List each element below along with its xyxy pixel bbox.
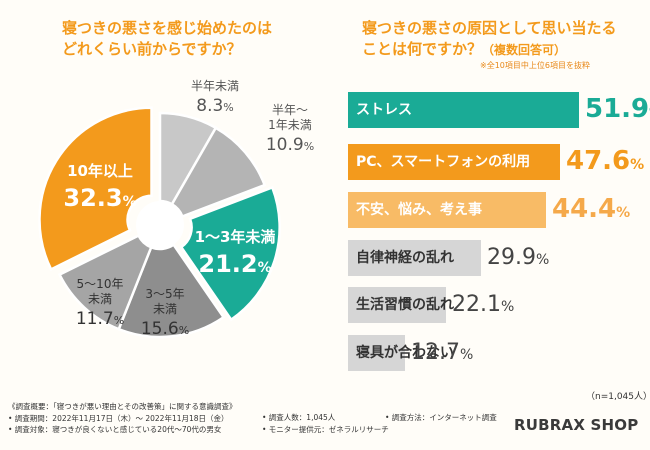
survey-period: • 調査期間：2022年11月17日（木）〜 2022年11月18日（金） [8, 413, 229, 423]
survey-count: • 調査人数：1,045人 [262, 413, 336, 422]
pie-label-name: 1〜3年未満 [195, 228, 276, 246]
survey-monitor: • モニター提供元：ゼネラルリサーチ [262, 424, 389, 434]
pie-label-name: 半年〜 [272, 103, 308, 117]
pie-label-name: 1年未満 [268, 118, 312, 132]
pie-slice [38, 106, 153, 271]
bar-value-label: 29.9% [487, 245, 550, 270]
right-title-line2: ことは何ですか？ [362, 40, 483, 58]
bar-fill [348, 287, 446, 323]
left-title-line1: 寝つきの悪さを感じ始めたのは [62, 19, 273, 37]
pie-label-name: 半年未満 [191, 79, 239, 93]
survey-target: • 調査対象：寝つきが良くないと感じている20代〜70代の男女 [8, 425, 222, 434]
pie-label-name: 5〜10年 [77, 277, 124, 291]
right-chart-title: 寝つきの悪さの原因として思い当たる ことは何ですか？（複数回答可） [362, 18, 617, 61]
survey-col2: • 調査人数：1,045人 • モニター提供元：ゼネラルリサーチ [262, 412, 389, 435]
survey-overview: 《調査概要：「寝つきが悪い理由とその改善策」に関する意識調査》 • 調査期間：2… [8, 401, 237, 436]
bar-value-label: 51.9% [585, 94, 650, 124]
bar-value-label: 47.6% [566, 146, 645, 176]
bar-fill [348, 144, 560, 180]
left-chart-title: 寝つきの悪さを感じ始めたのは どれくらい前からですか？ [62, 18, 272, 60]
pie-label-name: 未満 [88, 292, 112, 306]
pie-label: 半年〜1年未満 10.9% [266, 103, 314, 155]
survey-heading: 《調査概要：「寝つきが悪い理由とその改善策」に関する意識調査》 [8, 402, 237, 411]
bar-fill [348, 92, 579, 128]
bar-value-label: 22.1% [452, 292, 515, 317]
bar-fill [348, 240, 481, 276]
pie-label-name: 未満 [153, 302, 177, 316]
bar-fill [348, 335, 405, 371]
right-title-line1: 寝つきの悪さの原因として思い当たる [362, 19, 617, 37]
pie-label-value: 11.7% [76, 309, 124, 329]
bar-value-label: 44.4% [552, 194, 631, 224]
left-title-line2: どれくらい前からですか？ [62, 40, 242, 58]
bar-category-label: PC、スマートフォンの利用 [356, 154, 531, 170]
pie-label-name: 10年以上 [67, 162, 133, 180]
right-title-sub: （複数回答可） [482, 43, 567, 57]
bar-category-label: 自律神経の乱れ [356, 250, 454, 266]
bar-category-label: 不安、悩み、考え事 [356, 202, 482, 218]
bar-category-label: ストレス [356, 102, 412, 118]
pie-label-value: 15.6% [141, 319, 189, 339]
brand-logo: RUBRAX SHOP [514, 416, 639, 434]
pie-label-value: 10.9% [266, 135, 314, 155]
bar-category-label: 寝具が合わない [356, 345, 454, 361]
survey-col3: • 調査方法：インターネット調査 [385, 412, 497, 424]
pie-label-name: 3〜5年 [145, 287, 184, 301]
bar-category-label: 生活習慣の乱れ [356, 297, 454, 313]
sample-size-note: （n=1,045人） [586, 392, 650, 402]
bar-fill [348, 192, 546, 228]
bar-value-label: 12.7% [411, 340, 474, 365]
survey-method: • 調査方法：インターネット調査 [385, 413, 497, 422]
pie-label: 半年未満 8.3% [191, 79, 239, 116]
items-note: ※全10項目中上位6項目を抜粋 [480, 61, 590, 70]
pie-label-value: 8.3% [196, 96, 234, 116]
pie-slice [179, 185, 281, 322]
pie-center-hole [136, 201, 184, 249]
